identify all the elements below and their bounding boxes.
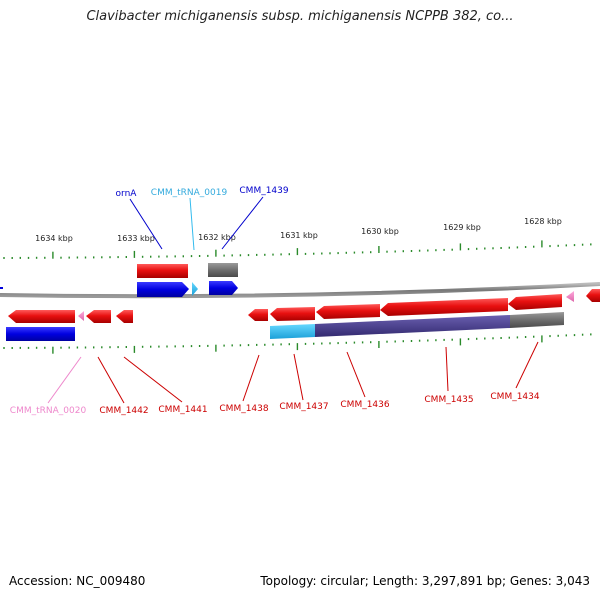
- gene-left-blue[interactable]: [6, 327, 75, 341]
- gene-ornA-blue[interactable]: [137, 282, 189, 297]
- label-CMM_1434[interactable]: CMM_1434: [490, 392, 539, 402]
- label-CMM_tRNA_0020[interactable]: CMM_tRNA_0020: [10, 406, 87, 416]
- gene-left-red[interactable]: [8, 310, 75, 323]
- upper-scale-ticks: [3, 240, 592, 259]
- band-cyan[interactable]: [270, 324, 315, 339]
- gene-CMM_1441[interactable]: [116, 310, 133, 323]
- gene-CMM_1435[interactable]: [380, 298, 508, 316]
- gene-CMM_1439-blue[interactable]: [209, 281, 238, 295]
- scale-label-1632: 1632 kbp: [198, 233, 236, 242]
- scale-label-1633: 1633 kbp: [117, 234, 155, 243]
- label-CMM_tRNA_0019[interactable]: CMM_tRNA_0019: [151, 188, 228, 198]
- label-CMM_1439[interactable]: CMM_1439: [239, 186, 288, 196]
- leader-CMM_1441: [123, 356, 183, 403]
- leader-CMM_tRNA_0020: [47, 356, 82, 404]
- gene-ornA-upper[interactable]: [137, 264, 188, 278]
- gene-CMM_1442[interactable]: [86, 310, 111, 323]
- gene-CMM_1437[interactable]: [270, 307, 315, 321]
- trna-CMM_tRNA_0020[interactable]: [78, 311, 84, 321]
- gene-CMM_1439-grey[interactable]: [208, 263, 238, 277]
- scale-label-1631: 1631 kbp: [280, 231, 318, 240]
- trna-CMM_tRNA_0019[interactable]: [192, 282, 198, 296]
- leader-CMM_1442: [97, 356, 125, 404]
- gene-CMM_1438[interactable]: [248, 309, 268, 321]
- label-CMM_1442[interactable]: CMM_1442: [99, 406, 148, 416]
- scale-label-1630: 1630 kbp: [361, 227, 399, 236]
- leader-CMM_1437: [293, 353, 304, 401]
- trna-right-pink[interactable]: [566, 291, 574, 302]
- label-ornA[interactable]: ornA: [116, 189, 138, 199]
- leader-CMM_1439: [221, 196, 264, 250]
- band-purple[interactable]: [315, 315, 510, 337]
- label-CMM_1437[interactable]: CMM_1437: [279, 402, 328, 412]
- gene-right-edge[interactable]: [586, 289, 600, 302]
- label-CMM_1441[interactable]: CMM_1441: [158, 405, 207, 415]
- label-CMM_1436[interactable]: CMM_1436: [340, 400, 389, 410]
- genome-backbone: [0, 282, 600, 299]
- leader-CMM_1436: [346, 351, 366, 398]
- leader-CMM_tRNA_0019: [189, 197, 195, 251]
- genome-summary-text: Topology: circular; Length: 3,297,891 bp…: [260, 574, 590, 588]
- leader-CMM_1438: [242, 354, 260, 402]
- gene-CMM_1436[interactable]: [316, 304, 380, 319]
- band-grey[interactable]: [510, 312, 564, 328]
- leader-ornA: [129, 198, 163, 250]
- accession-text: Accession: NC_009480: [9, 574, 146, 588]
- lower-scale-ticks: [3, 333, 592, 354]
- label-CMM_1435[interactable]: CMM_1435: [424, 395, 473, 405]
- label-CMM_1438[interactable]: CMM_1438: [219, 404, 268, 414]
- scale-label-1634: 1634 kbp: [35, 234, 73, 243]
- gene-CMM_1434[interactable]: [508, 294, 562, 310]
- leader-CMM_1434: [515, 341, 539, 389]
- scale-label-1628: 1628 kbp: [524, 217, 562, 226]
- scale-label-1629: 1629 kbp: [443, 223, 481, 232]
- leader-CMM_1435: [445, 346, 449, 392]
- map-title: Clavibacter michiganensis subsp. michiga…: [86, 9, 514, 24]
